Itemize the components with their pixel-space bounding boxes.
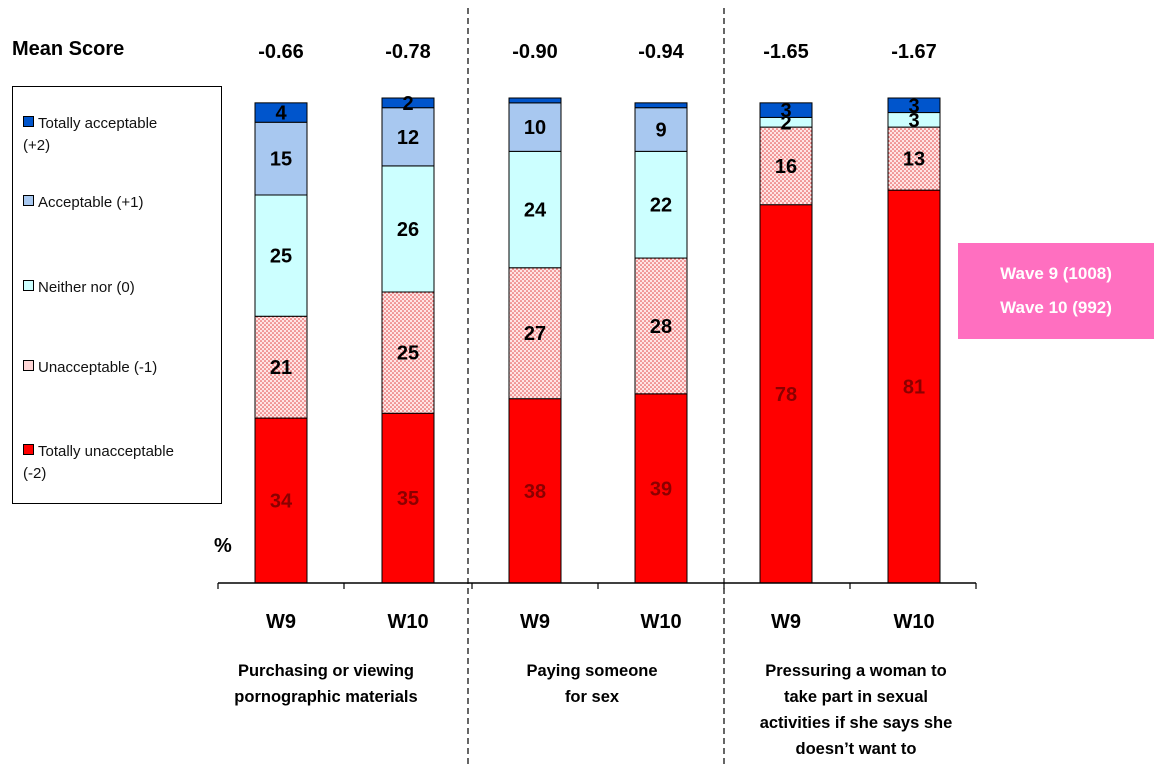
legend-swatch (23, 116, 34, 127)
bar-value-label: 12 (397, 127, 419, 149)
bar-value-label: 27 (524, 323, 546, 345)
bar-value-label: 26 (397, 219, 419, 241)
bar-segment (508, 398, 562, 584)
bar-segment (254, 121, 308, 196)
bar-value-label: 10 (524, 117, 546, 139)
bar-segment (381, 412, 435, 584)
group-label: doesn’t want to (796, 740, 917, 758)
y-unit-label: % (214, 535, 232, 557)
group-label: take part in sexual (784, 688, 928, 706)
bar-value-label: 81 (903, 377, 925, 399)
bar-value-label: 35 (397, 488, 419, 510)
x-tick-label: W10 (640, 611, 681, 633)
sample-size-wave10: Wave 10 (992) (1000, 298, 1112, 317)
bar-segment (508, 102, 562, 152)
bar-segment (887, 97, 941, 114)
group-label: pornographic materials (234, 688, 417, 706)
bar-value-label: 22 (650, 195, 672, 217)
legend-label: Totally acceptable (38, 115, 158, 132)
group-label: activities if she says she (760, 714, 953, 732)
bar-value-label: 25 (270, 246, 292, 268)
legend-swatch (23, 195, 34, 206)
x-tick-label: W9 (520, 611, 550, 633)
bar-segment (759, 102, 813, 118)
legend-swatch (23, 280, 34, 291)
bar-segment (254, 315, 308, 419)
legend-swatch (23, 360, 34, 371)
sample-size-box: Wave 9 (1008) Wave 10 (992) (958, 243, 1154, 339)
mean-score-value: -1.65 (763, 41, 809, 63)
legend-item-unacceptable: Unacceptable (-1) (23, 357, 157, 379)
mean-score-value: -0.90 (512, 41, 558, 63)
bar-value-label: 38 (524, 481, 546, 503)
bar-value-label: 3 (780, 100, 791, 122)
legend-label: Acceptable (+1) (38, 194, 144, 211)
x-tick-label: W9 (266, 611, 296, 633)
legend-item-totally-unacceptable: Totally unacceptable (-2) (23, 441, 174, 485)
mean-score-title: Mean Score (12, 38, 125, 60)
bar-value-label: 9 (655, 120, 666, 142)
bar-segment (759, 126, 813, 206)
group-label: Purchasing or viewing (238, 662, 414, 680)
bar-value-label: 25 (397, 343, 419, 365)
bar-value-label: 28 (650, 316, 672, 338)
bar-segment (759, 204, 813, 584)
legend-label: Neither nor (0) (38, 279, 135, 296)
bar-segment (254, 102, 308, 123)
bar-segment (634, 107, 688, 152)
group-label: Paying someone (526, 662, 657, 680)
bar-segment (887, 189, 941, 584)
legend-label: Totally unacceptable (38, 443, 174, 460)
legend-item-neither-nor: Neither nor (0) (23, 277, 135, 299)
bar-segment (508, 150, 562, 269)
legend-label: Unacceptable (-1) (38, 359, 158, 376)
bar-value-label: 24 (524, 200, 547, 222)
bar-value-label: 13 (903, 149, 925, 171)
bar-value-label: 16 (775, 156, 797, 178)
group-label: for sex (565, 688, 620, 706)
bar-segment (634, 150, 688, 259)
bar-value-label: 4 (275, 103, 287, 125)
legend-item-acceptable: Acceptable (+1) (23, 192, 143, 214)
bar-segment (508, 97, 562, 104)
bar-segment (634, 393, 688, 584)
bar-value-label: 3 (908, 95, 919, 117)
legend-swatch (23, 444, 34, 455)
bar-segment (634, 102, 688, 109)
x-tick-label: W9 (771, 611, 801, 633)
bar-value-label: 2 (402, 93, 413, 115)
bar-value-label: 21 (270, 357, 292, 379)
sample-size-wave9: Wave 9 (1008) (1000, 264, 1112, 283)
bar-segment (254, 417, 308, 584)
bar-value-label: 78 (775, 384, 797, 406)
mean-score-value: -0.94 (638, 41, 684, 63)
bar-segment (634, 257, 688, 395)
bar-segment (254, 194, 308, 317)
bar-segment (381, 291, 435, 414)
mean-score-value: -0.78 (385, 41, 431, 63)
legend-item-totally-acceptable: Totally acceptable (+2) (23, 113, 157, 157)
group-label: Pressuring a woman to (765, 662, 947, 680)
bar-value-label: 3 (908, 110, 919, 132)
bar-value-label: 39 (650, 478, 672, 500)
bar-segment (508, 267, 562, 400)
legend: Totally acceptable (+2) Acceptable (+1) … (12, 86, 222, 504)
legend-label-line2: (+2) (23, 137, 51, 154)
bar-segment (381, 165, 435, 293)
bar-value-label: 34 (270, 491, 293, 513)
bar-segment (381, 97, 435, 109)
bar-value-label: 2 (780, 112, 791, 134)
bar-segment (887, 126, 941, 191)
x-tick-label: W10 (893, 611, 934, 633)
x-tick-label: W10 (387, 611, 428, 633)
legend-label-line2: (-2) (23, 465, 47, 482)
mean-score-value: -1.67 (891, 41, 937, 63)
bar-value-label: 15 (270, 149, 292, 171)
mean-score-value: -0.66 (258, 41, 304, 63)
